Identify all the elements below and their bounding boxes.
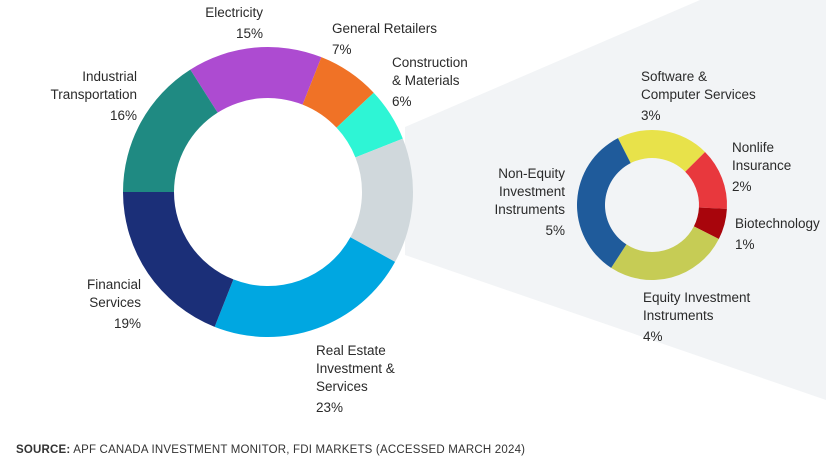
slice-equity-investment-instruments bbox=[611, 226, 719, 280]
label-line: Investment & bbox=[316, 361, 395, 376]
slice-nonlife-insurance bbox=[685, 151, 727, 209]
source-prefix: SOURCE: bbox=[16, 444, 71, 456]
source-text: APF CANADA INVESTMENT MONITOR, FDI MARKE… bbox=[70, 444, 526, 456]
label-nonlife-insurance: Nonlife Insurance 2% bbox=[732, 139, 791, 196]
slice-software-computer-services bbox=[617, 130, 706, 172]
slice-real-estate-investment-services bbox=[214, 237, 396, 338]
label-line: Biotechnology bbox=[735, 216, 820, 231]
label-construction-materials: Construction & Materials 6% bbox=[392, 54, 468, 111]
label-percent: 16% bbox=[109, 108, 137, 123]
label-percent: 15% bbox=[235, 26, 263, 41]
slice-industrial-transportation bbox=[123, 69, 218, 192]
slice-non-equity-investment-instruments bbox=[577, 138, 631, 268]
slice-other bbox=[350, 138, 414, 262]
breakdown-connector bbox=[405, 0, 826, 400]
label-biotechnology: Biotechnology 1% bbox=[735, 215, 820, 254]
label-equity-investment-instruments: Equity Investment Instruments 4% bbox=[643, 289, 750, 346]
label-financial-services: Financial Services 19% bbox=[87, 276, 141, 333]
slice-financial-services bbox=[122, 192, 234, 327]
slice-electricity bbox=[190, 46, 322, 113]
slice-biotechnology bbox=[693, 207, 727, 240]
slice-general-retailers bbox=[302, 57, 374, 128]
label-line: & Materials bbox=[392, 73, 460, 88]
label-percent: 5% bbox=[545, 223, 565, 238]
label-line: Investment bbox=[498, 184, 565, 199]
label-line: Financial bbox=[86, 277, 141, 292]
label-line: Instruments bbox=[643, 308, 714, 323]
label-percent: 19% bbox=[113, 316, 141, 331]
label-non-equity-investment-instruments: Non-Equity Investment Instruments 5% bbox=[494, 165, 565, 240]
label-percent: 23% bbox=[316, 400, 344, 415]
label-percent: 1% bbox=[735, 237, 755, 252]
label-percent: 2% bbox=[732, 179, 752, 194]
label-line: Insurance bbox=[732, 158, 792, 173]
label-real-estate-investment-services: Real Estate Investment & Services 23% bbox=[316, 342, 395, 417]
label-line: Construction bbox=[392, 55, 468, 70]
label-software-computer-services: Software & Computer Services 3% bbox=[641, 68, 756, 125]
label-industrial-transportation: Industrial Transportation 16% bbox=[50, 68, 137, 125]
label-percent: 4% bbox=[643, 329, 663, 344]
label-line: Non-Equity bbox=[498, 166, 565, 181]
label-line: Software & bbox=[641, 69, 708, 84]
label-line: Computer Services bbox=[641, 87, 756, 102]
label-line: General Retailers bbox=[332, 21, 438, 36]
label-general-retailers: General Retailers 7% bbox=[332, 20, 437, 59]
label-percent: 7% bbox=[332, 42, 352, 57]
label-line: Equity Investment bbox=[643, 290, 751, 305]
label-electricity: Electricity 15% bbox=[205, 4, 263, 43]
label-line: Transportation bbox=[50, 87, 137, 102]
label-line: Electricity bbox=[205, 5, 263, 20]
label-line: Services bbox=[89, 295, 141, 310]
label-line: Nonlife bbox=[732, 140, 775, 155]
label-line: Services bbox=[316, 379, 368, 394]
label-line: Instruments bbox=[494, 202, 565, 217]
label-line: Industrial bbox=[82, 69, 137, 84]
label-percent: 3% bbox=[641, 108, 661, 123]
label-line: Real Estate bbox=[316, 343, 386, 358]
slice-construction-materials bbox=[336, 92, 403, 158]
source-note: SOURCE: APF CANADA INVESTMENT MONITOR, F… bbox=[16, 444, 525, 456]
label-percent: 6% bbox=[392, 94, 412, 109]
